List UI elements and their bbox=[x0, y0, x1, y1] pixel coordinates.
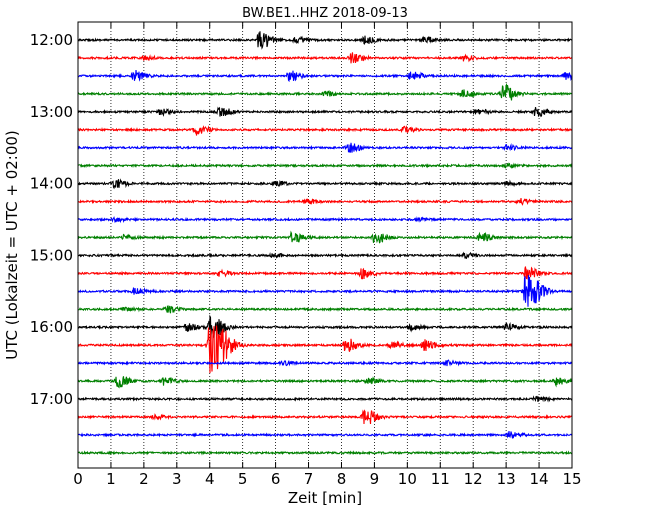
x-tick-label: 11 bbox=[431, 470, 450, 488]
trace-1330 bbox=[77, 142, 573, 153]
trace-1615 bbox=[77, 325, 573, 374]
x-tick-label: 6 bbox=[271, 470, 281, 488]
trace-group bbox=[77, 31, 573, 456]
y-tick-label: 16:00 bbox=[30, 318, 73, 336]
trace-1245 bbox=[77, 82, 573, 101]
chart-title: BW.BE1..HHZ 2018-09-13 bbox=[242, 6, 408, 21]
trace-1730 bbox=[77, 431, 573, 439]
trace-1715 bbox=[77, 409, 573, 425]
x-tick-label: 2 bbox=[139, 470, 149, 488]
trace-1415 bbox=[77, 198, 573, 206]
x-tick-label: 14 bbox=[530, 470, 549, 488]
trace-1600 bbox=[77, 314, 573, 340]
trace-1400 bbox=[77, 178, 573, 190]
x-tick-label: 8 bbox=[337, 470, 347, 488]
y-tick-label: 13:00 bbox=[30, 103, 73, 121]
trace-1315 bbox=[77, 125, 573, 136]
trace-1430 bbox=[77, 216, 573, 224]
x-tick-label: 9 bbox=[370, 470, 380, 488]
x-tick-label: 13 bbox=[497, 470, 516, 488]
x-tick-label: 7 bbox=[304, 470, 314, 488]
x-tick-label: 5 bbox=[238, 470, 248, 488]
trace-1445 bbox=[77, 230, 573, 244]
plot-frame bbox=[77, 21, 573, 469]
trace-1515 bbox=[77, 266, 573, 280]
x-axis-label: Zeit [min] bbox=[288, 489, 362, 507]
y-axis-label: UTC (Lokalzeit = UTC + 02:00) bbox=[3, 130, 21, 360]
trace-1530 bbox=[77, 275, 573, 307]
plot-background bbox=[78, 22, 572, 468]
trace-1230 bbox=[77, 70, 573, 83]
trace-1200 bbox=[77, 31, 573, 50]
y-tick-label: 17:00 bbox=[30, 390, 73, 408]
x-tick-label: 12 bbox=[464, 470, 483, 488]
trace-1700 bbox=[77, 395, 573, 403]
trace-1500 bbox=[77, 251, 573, 260]
trace-1745 bbox=[77, 450, 573, 456]
x-tick-label: 3 bbox=[172, 470, 182, 488]
y-tick-label: 15:00 bbox=[30, 246, 73, 264]
trace-1545 bbox=[77, 305, 573, 314]
x-tick-label: 15 bbox=[562, 470, 581, 488]
x-tick-label: 1 bbox=[106, 470, 116, 488]
axis-ticks: 0 1 2 3 4 5 6 7 8 9 10 11 12 13 14 1512:0013:0014:0015:… bbox=[30, 22, 582, 488]
trace-1630 bbox=[77, 359, 573, 367]
trace-1345 bbox=[77, 162, 573, 169]
trace-1645 bbox=[77, 376, 573, 389]
trace-1300 bbox=[77, 106, 573, 118]
y-tick-label: 14:00 bbox=[30, 175, 73, 193]
y-tick-label: 12:00 bbox=[30, 31, 73, 49]
x-tick-label: 10 bbox=[398, 470, 417, 488]
x-tick-label: 0 bbox=[73, 470, 83, 488]
trace-1215 bbox=[77, 52, 573, 64]
x-tick-label: 4 bbox=[205, 470, 215, 488]
